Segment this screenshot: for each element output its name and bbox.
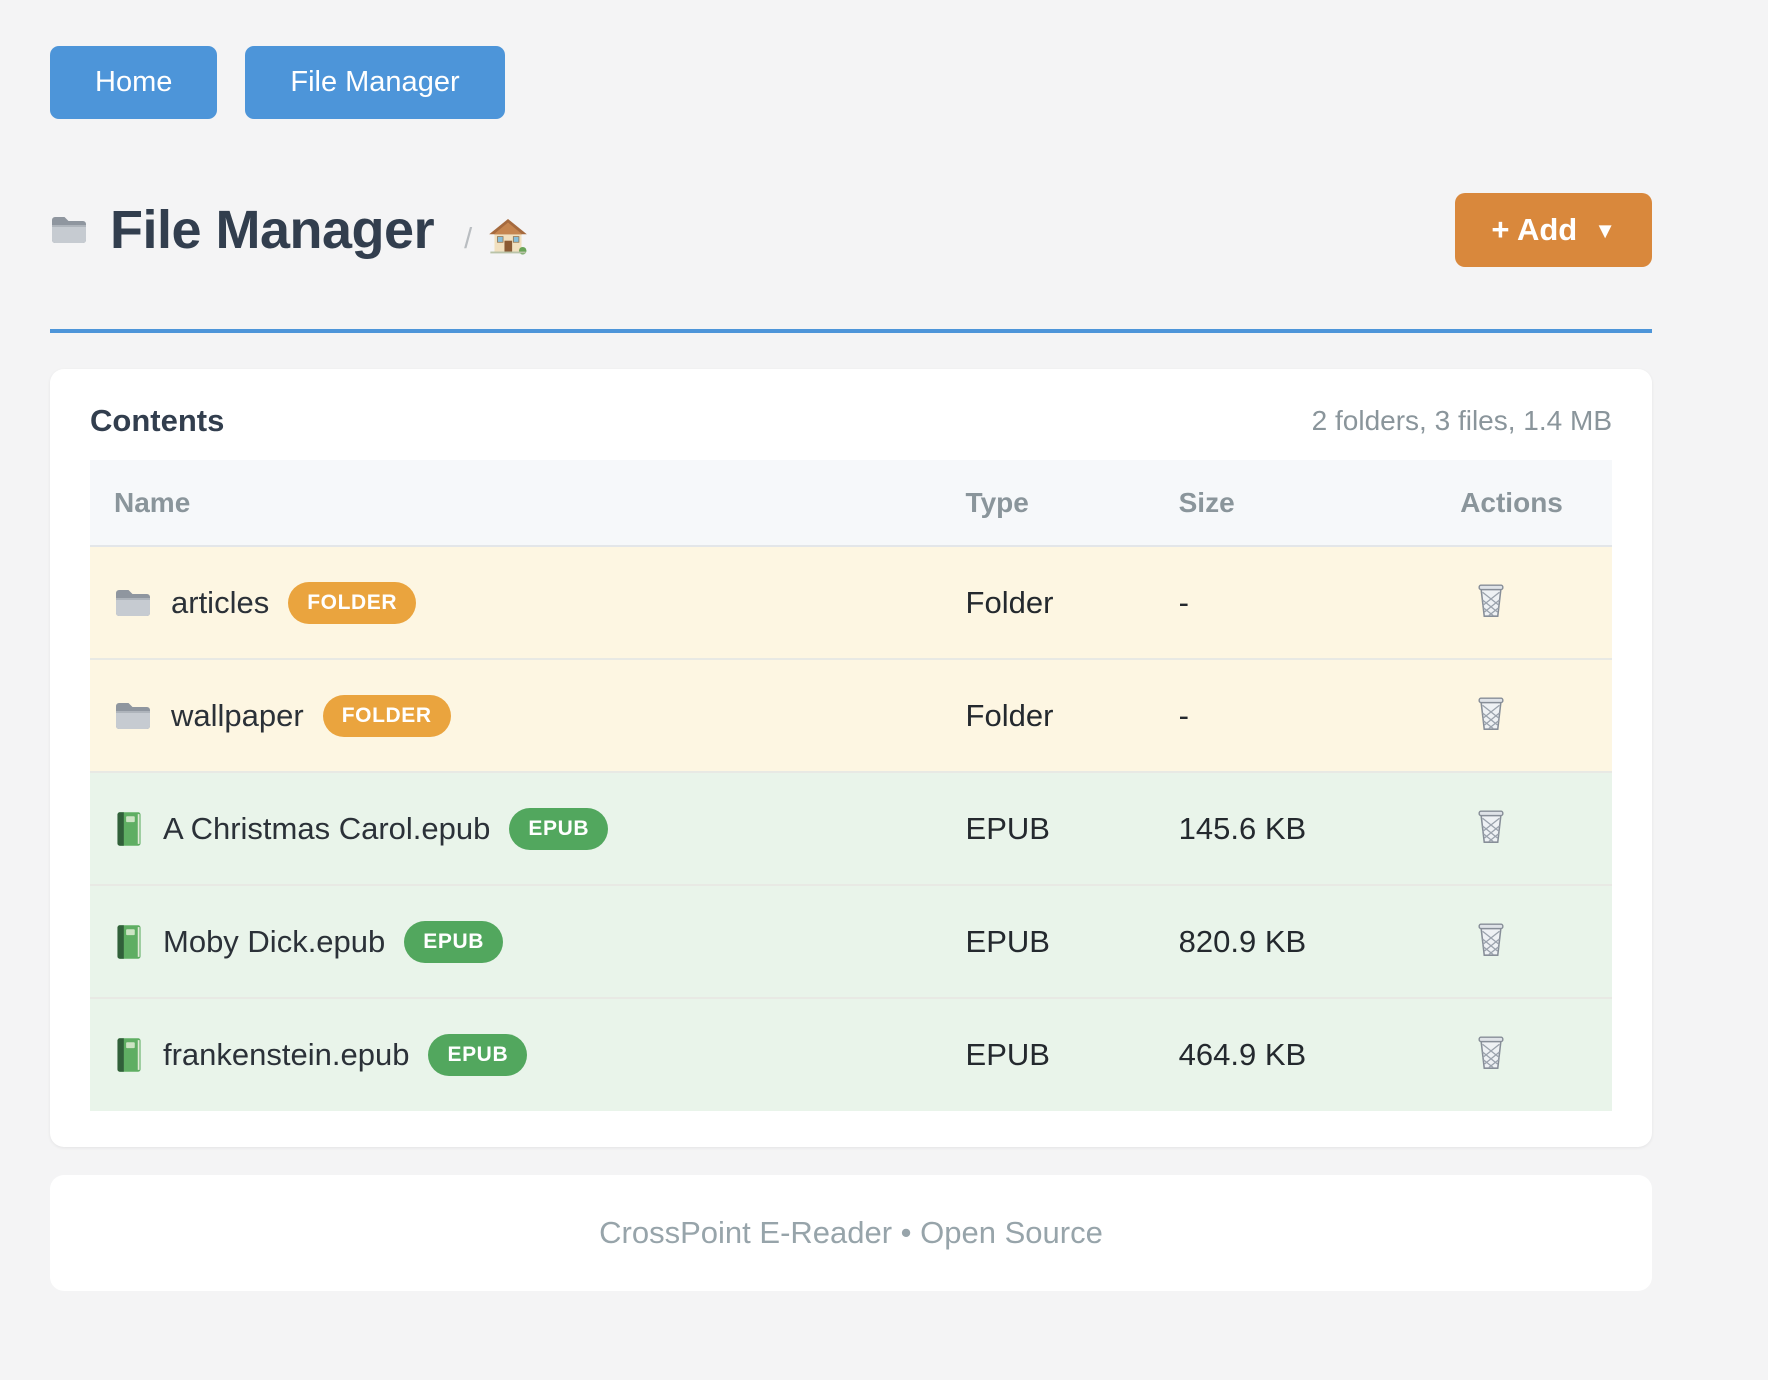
table-header: Name Type Size Actions xyxy=(90,460,1612,546)
size-cell: - xyxy=(1178,584,1189,620)
file-name[interactable]: articles xyxy=(171,584,270,620)
breadcrumb-separator: / xyxy=(464,222,473,255)
folder-icon xyxy=(50,214,88,246)
file-name[interactable]: frankenstein.epub xyxy=(163,1037,410,1072)
footer: CrossPoint E-Reader • Open Source xyxy=(50,1175,1652,1291)
book-icon xyxy=(114,924,144,960)
folder-icon xyxy=(114,700,152,732)
type-cell: EPUB xyxy=(965,810,1050,846)
footer-text: CrossPoint E-Reader • Open Source xyxy=(599,1215,1103,1250)
contents-table: Name Type Size Actions articles FOLDER F… xyxy=(90,460,1612,1111)
table-row: wallpaper FOLDER Folder - xyxy=(90,659,1612,772)
folder-icon xyxy=(114,587,152,619)
delete-button[interactable] xyxy=(1470,805,1512,850)
trash-icon xyxy=(1474,920,1508,961)
delete-button[interactable] xyxy=(1470,579,1512,624)
table-row: articles FOLDER Folder - xyxy=(90,546,1612,659)
add-button-label: + Add xyxy=(1491,212,1578,247)
contents-table-body: articles FOLDER Folder - wallpaper FOLDE… xyxy=(90,546,1612,1111)
column-header-actions: Actions xyxy=(1460,486,1563,518)
delete-button[interactable] xyxy=(1470,918,1512,963)
nav-button-home[interactable]: Home xyxy=(50,46,218,119)
contents-card: Contents 2 folders, 3 files, 1.4 MB Name… xyxy=(50,369,1652,1147)
column-header-size: Size xyxy=(1178,486,1235,518)
house-icon[interactable] xyxy=(488,217,528,255)
file-entry: articles FOLDER xyxy=(114,581,950,624)
column-header-name: Name xyxy=(114,486,191,518)
add-button[interactable]: + Add ▼ xyxy=(1455,193,1652,267)
type-badge: FOLDER xyxy=(288,581,417,624)
file-entry: Moby Dick.epub EPUB xyxy=(114,920,950,963)
column-header-type: Type xyxy=(965,486,1029,518)
table-header-row: Name Type Size Actions xyxy=(90,460,1612,546)
title-divider xyxy=(50,329,1652,333)
file-entry: wallpaper FOLDER xyxy=(114,694,950,737)
file-name[interactable]: Moby Dick.epub xyxy=(163,923,386,959)
chevron-down-icon: ▼ xyxy=(1594,218,1616,243)
size-cell: 820.9 KB xyxy=(1178,923,1307,959)
table-row: Moby Dick.epub EPUB EPUB 820.9 KB xyxy=(90,885,1612,998)
size-cell: 145.6 KB xyxy=(1178,810,1307,846)
file-name[interactable]: wallpaper xyxy=(171,697,304,733)
trash-icon xyxy=(1474,1033,1508,1074)
page-container: Home File Manager File Manager / + Add ▼… xyxy=(50,0,1652,1291)
trash-icon xyxy=(1474,694,1508,735)
type-cell: Folder xyxy=(965,697,1054,733)
page-header: File Manager / + Add ▼ xyxy=(50,193,1652,267)
table-row: frankenstein.epub EPUB EPUB 464.9 KB xyxy=(90,998,1612,1111)
book-icon xyxy=(114,1037,144,1073)
file-entry: A Christmas Carol.epub EPUB xyxy=(114,807,950,850)
type-badge: EPUB xyxy=(428,1034,528,1076)
page-title: File Manager xyxy=(110,200,435,260)
type-cell: EPUB xyxy=(965,923,1050,959)
contents-heading: Contents xyxy=(90,403,225,438)
book-icon xyxy=(114,811,144,847)
delete-button[interactable] xyxy=(1470,692,1512,737)
type-cell: Folder xyxy=(965,584,1054,620)
nav-button-file-manager[interactable]: File Manager xyxy=(245,46,505,119)
top-nav: Home File Manager xyxy=(50,0,1652,119)
table-row: A Christmas Carol.epub EPUB EPUB 145.6 K… xyxy=(90,772,1612,885)
size-cell: 464.9 KB xyxy=(1178,1037,1307,1072)
type-badge: FOLDER xyxy=(322,694,451,737)
delete-button[interactable] xyxy=(1470,1031,1512,1076)
type-badge: EPUB xyxy=(404,920,504,963)
file-entry: frankenstein.epub EPUB xyxy=(114,1034,950,1076)
trash-icon xyxy=(1474,807,1508,848)
contents-summary: 2 folders, 3 files, 1.4 MB xyxy=(1311,405,1612,436)
size-cell: - xyxy=(1178,697,1189,733)
type-cell: EPUB xyxy=(965,1037,1050,1072)
trash-icon xyxy=(1474,581,1508,622)
file-name[interactable]: A Christmas Carol.epub xyxy=(163,810,491,846)
type-badge: EPUB xyxy=(509,807,609,850)
contents-card-header: Contents 2 folders, 3 files, 1.4 MB xyxy=(90,403,1612,439)
